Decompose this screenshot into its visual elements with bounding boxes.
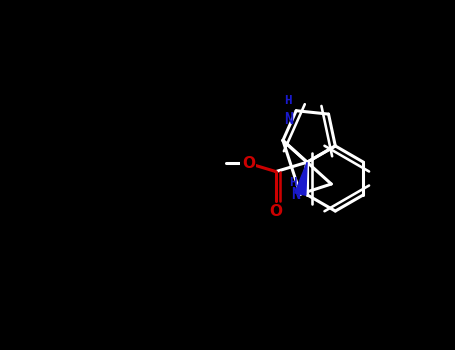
Text: N: N <box>284 112 294 127</box>
Text: O: O <box>242 156 255 171</box>
Text: N: N <box>291 187 300 202</box>
Polygon shape <box>295 162 307 195</box>
Text: O: O <box>269 204 283 219</box>
Text: H: H <box>289 176 297 189</box>
Text: H: H <box>283 93 291 106</box>
